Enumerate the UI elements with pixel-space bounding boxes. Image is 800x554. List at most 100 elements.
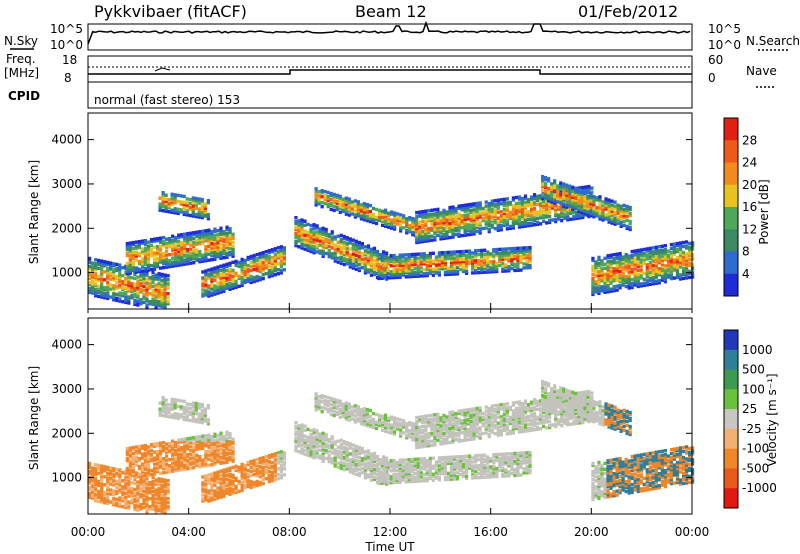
power-cell bbox=[112, 288, 116, 292]
power-cell bbox=[103, 260, 107, 264]
power-cell bbox=[357, 240, 361, 245]
power-cell bbox=[326, 198, 330, 203]
power-cell bbox=[222, 263, 226, 267]
power-cell bbox=[344, 210, 348, 214]
velocity-cell bbox=[174, 448, 178, 453]
power-cell bbox=[195, 230, 199, 234]
power-cell bbox=[411, 224, 415, 229]
velocity-cell bbox=[171, 443, 175, 447]
velocity-cell bbox=[118, 468, 122, 472]
velocity-cell bbox=[124, 499, 128, 504]
power-cell bbox=[125, 251, 129, 256]
beam-title: Beam 12 bbox=[355, 2, 427, 21]
power-cell bbox=[270, 273, 274, 278]
velocity-cell bbox=[222, 490, 226, 494]
power-cell bbox=[219, 288, 223, 292]
velocity-cell bbox=[240, 462, 244, 467]
power-cell bbox=[149, 237, 154, 242]
power-cell bbox=[636, 284, 640, 289]
power-cell bbox=[507, 269, 511, 273]
power-cell bbox=[219, 230, 223, 234]
power-cell bbox=[654, 245, 658, 250]
power-cell bbox=[312, 245, 316, 249]
velocity-cell bbox=[97, 467, 101, 472]
power-cell bbox=[240, 267, 244, 272]
velocity-cell bbox=[106, 465, 110, 470]
power-cell bbox=[357, 244, 361, 249]
power-cell bbox=[386, 256, 390, 260]
power-cell bbox=[468, 255, 472, 259]
power-cell bbox=[161, 265, 166, 270]
power-cell bbox=[177, 251, 181, 255]
velocity-cell bbox=[207, 457, 211, 461]
power-cell bbox=[183, 246, 187, 250]
power-cell bbox=[207, 258, 211, 262]
velocity-cell bbox=[131, 459, 135, 464]
velocity-cell bbox=[231, 451, 235, 455]
power-cell bbox=[507, 255, 511, 259]
power-cell bbox=[165, 263, 169, 267]
power-cell bbox=[383, 268, 387, 272]
power-cell bbox=[160, 280, 164, 285]
velocity-cell bbox=[201, 434, 205, 438]
power-cell bbox=[478, 223, 482, 227]
power-cell bbox=[586, 212, 590, 217]
power-cell bbox=[422, 262, 426, 266]
power-cell bbox=[590, 206, 594, 210]
power-cell bbox=[609, 253, 613, 257]
power-cell bbox=[171, 238, 175, 242]
velocity-cell bbox=[210, 453, 214, 457]
power-cell bbox=[572, 217, 576, 221]
power-cell bbox=[152, 251, 157, 255]
power-cell bbox=[445, 222, 449, 226]
power-cell bbox=[478, 205, 482, 209]
power-cell bbox=[657, 269, 661, 273]
power-cell bbox=[471, 271, 475, 275]
power-cell bbox=[139, 298, 143, 302]
velocity-cell bbox=[100, 494, 104, 498]
power-cell bbox=[504, 247, 508, 251]
velocity-cell bbox=[170, 407, 174, 411]
power-cell bbox=[186, 236, 190, 240]
power-cell bbox=[155, 256, 160, 261]
power-cell bbox=[264, 265, 268, 270]
power-cell bbox=[396, 218, 400, 222]
power-cell bbox=[168, 242, 172, 247]
power-cell bbox=[672, 276, 677, 280]
power-cell bbox=[657, 259, 661, 263]
power-cell bbox=[532, 211, 537, 215]
power-cell bbox=[468, 251, 472, 255]
power-cell bbox=[177, 255, 181, 259]
power-cell bbox=[154, 305, 158, 309]
power-cell bbox=[163, 303, 167, 307]
power-cell bbox=[219, 280, 223, 284]
power-cell bbox=[157, 300, 161, 304]
power-cell bbox=[353, 215, 357, 219]
power-cell bbox=[522, 254, 526, 258]
power-cell bbox=[152, 267, 157, 271]
velocity-cell bbox=[210, 457, 214, 461]
power-cell bbox=[365, 208, 370, 213]
power-cell bbox=[690, 263, 695, 267]
power-cell bbox=[583, 211, 587, 216]
power-cell bbox=[472, 208, 476, 212]
power-cell bbox=[471, 267, 475, 271]
power-cell bbox=[484, 204, 488, 208]
power-cell bbox=[365, 202, 370, 207]
velocity-cell bbox=[186, 443, 190, 447]
power-cell bbox=[415, 220, 419, 225]
velocity-cell bbox=[210, 455, 214, 459]
power-cell bbox=[687, 263, 692, 268]
power-cell bbox=[654, 273, 658, 277]
power-cell bbox=[189, 253, 193, 257]
power-cell bbox=[445, 232, 449, 236]
power-cell bbox=[642, 247, 646, 252]
power-cell bbox=[562, 198, 566, 202]
power-cell bbox=[502, 207, 506, 212]
power-cell bbox=[455, 258, 460, 262]
power-cell bbox=[639, 254, 643, 258]
power-cell bbox=[569, 207, 573, 211]
power-cell bbox=[562, 186, 566, 190]
velocity-cell bbox=[165, 454, 169, 458]
velocity-cell bbox=[186, 460, 190, 465]
